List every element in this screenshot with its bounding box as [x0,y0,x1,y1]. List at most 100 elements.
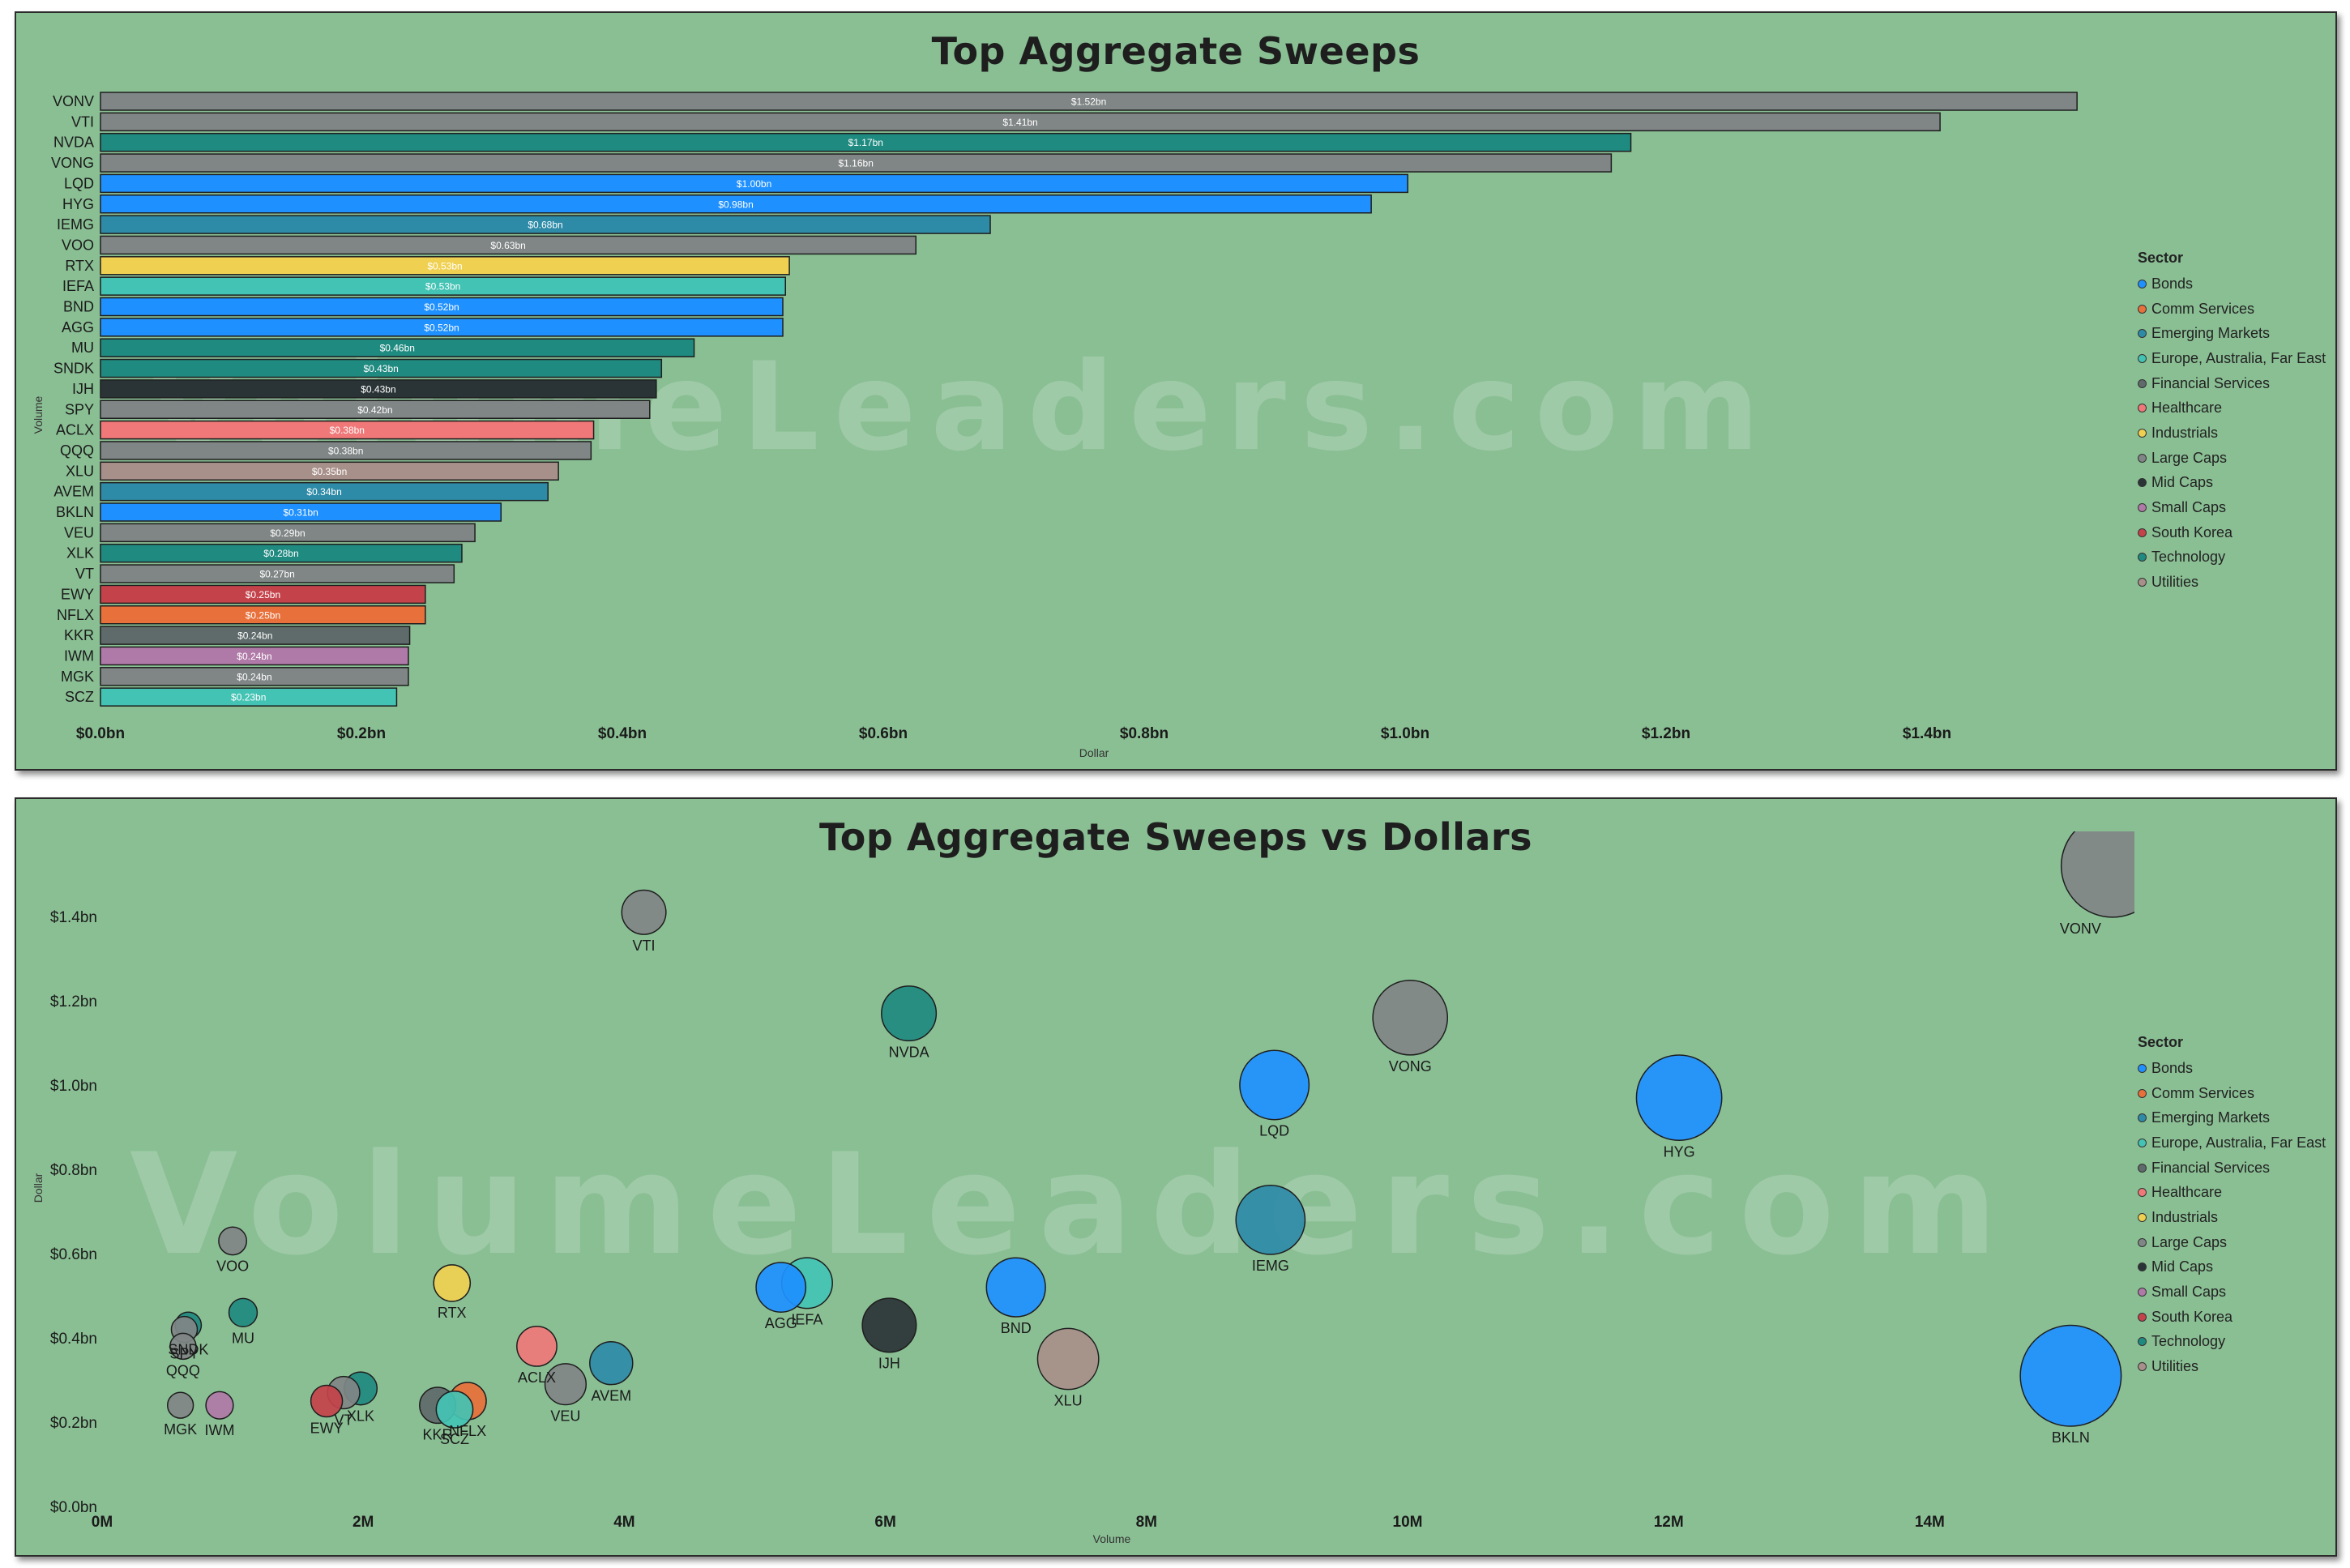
y-tick-label: $0.8bn [50,1162,97,1179]
bar [100,461,559,481]
point-label: VEU [550,1408,580,1425]
point-label: RTX [438,1305,467,1321]
legend-label: Europe, Australia, Far East [2151,349,2326,366]
bar [100,92,2078,111]
legend-swatch-icon [2138,1088,2147,1098]
point-label: AGG [765,1315,797,1331]
legend-swatch-icon [2138,1312,2147,1322]
legend-item: Utilities [2138,1354,2326,1379]
legend-item: Small Caps [2138,1280,2326,1305]
point-label: BKLN [2052,1429,2090,1446]
bar [100,399,651,419]
legend-label: Emerging Markets [2151,1109,2271,1126]
data-label: $1.16bn [838,158,873,169]
legend-item: Financial Services [2138,371,2326,396]
category-label: SNDK [53,361,94,377]
point-label: VONV [2060,921,2101,937]
x-axis-label: Dollar [1079,746,1109,759]
legend-label: Healthcare [2151,1184,2223,1201]
legend-label: Comm Services [2151,300,2255,317]
legend-swatch-icon [2138,1337,2147,1347]
category-label: IJH [72,381,94,397]
bubble [861,1297,917,1353]
bubble-chart-panel: VolumeLeaders.com Top Aggregate Sweeps v… [15,797,2337,1557]
category-label: SPY [65,401,94,417]
legend-label: Small Caps [2151,1284,2227,1301]
data-label: $0.43bn [361,383,395,395]
point-label: IJH [878,1356,900,1372]
legend-title: Sector [2138,1034,2184,1050]
bubble [516,1325,558,1367]
bar [100,502,502,522]
point-label: VOO [216,1258,249,1275]
legend-label: South Korea [2151,523,2233,540]
legend-label: South Korea [2151,1308,2233,1325]
category-label: VONG [51,155,94,171]
x-tick-label: 0M [92,1514,113,1531]
category-label: VEU [64,524,94,540]
legend-label: Technology [2151,549,2226,566]
legend-swatch-icon [2138,304,2147,314]
legend-label: Large Caps [2151,1233,2228,1250]
category-label: EWY [61,586,94,602]
point-label: VTI [633,938,656,954]
bar [100,276,786,296]
data-label: $0.52bn [424,301,459,313]
data-label: $0.46bn [380,343,415,354]
category-label: VOO [62,237,94,253]
legend-label: Comm Services [2151,1084,2255,1101]
x-tick-label: 4M [613,1514,634,1531]
y-axis-label: Dollar [32,1173,45,1203]
bubble [1239,1049,1310,1121]
x-tick-label: $1.0bn [1381,725,1429,742]
category-label: ACLX [56,422,94,438]
legend-swatch-icon [2138,553,2147,562]
bubble [228,1297,258,1328]
legend-label: Small Caps [2151,499,2227,516]
bubble [755,1262,807,1313]
data-label: $0.53bn [427,260,462,271]
bubble [985,1257,1046,1318]
category-label: RTX [65,258,94,274]
legend-label: Financial Services [2151,1159,2271,1176]
y-tick-label: $1.0bn [50,1078,97,1095]
bubble [166,1391,194,1419]
data-label: $0.35bn [312,466,347,477]
category-label: KKR [64,627,94,643]
point-label: BND [1001,1320,1032,1336]
y-tick-label: $0.4bn [50,1331,97,1348]
point-label: XLU [1054,1393,1083,1409]
data-label: $0.68bn [528,220,562,231]
bar [100,132,1632,152]
legend-label: Financial Services [2151,374,2271,391]
bubble-chart-title: Top Aggregate Sweeps vs Dollars [819,815,1532,859]
bar [100,318,784,337]
data-label: $1.00bn [737,178,771,190]
y-tick-label: $0.6bn [50,1246,97,1263]
legend-swatch-icon [2138,1138,2147,1147]
category-label: IEFA [62,278,94,294]
bubble [2019,1324,2122,1427]
bar [100,646,409,666]
data-label: $1.52bn [1071,96,1106,108]
legend-item: South Korea [2138,1305,2326,1330]
bar [100,173,1408,194]
legend-item: Industrials [2138,1205,2326,1230]
category-label: VT [75,566,94,582]
y-tick-label: $0.0bn [50,1499,97,1516]
x-tick-label: 2M [352,1514,374,1531]
category-label: XLK [66,545,94,562]
legend-item: Emerging Markets [2138,321,2326,346]
point-label: IEFA [791,1312,822,1328]
legend-label: Emerging Markets [2151,325,2271,342]
legend-label: Large Caps [2151,449,2228,466]
legend-item: Europe, Australia, Far East [2138,346,2326,371]
bubble [2060,831,2134,918]
x-tick-label: $0.8bn [1120,725,1169,742]
category-label: NFLX [57,607,94,623]
category-label: VONV [53,93,94,109]
legend-item: Large Caps [2138,1230,2326,1255]
y-axis-label: Volume [32,395,45,434]
bar-chart-panel: VolumeLeaders.com Top Aggregate Sweeps V… [15,11,2337,771]
legend-swatch-icon [2138,353,2147,363]
